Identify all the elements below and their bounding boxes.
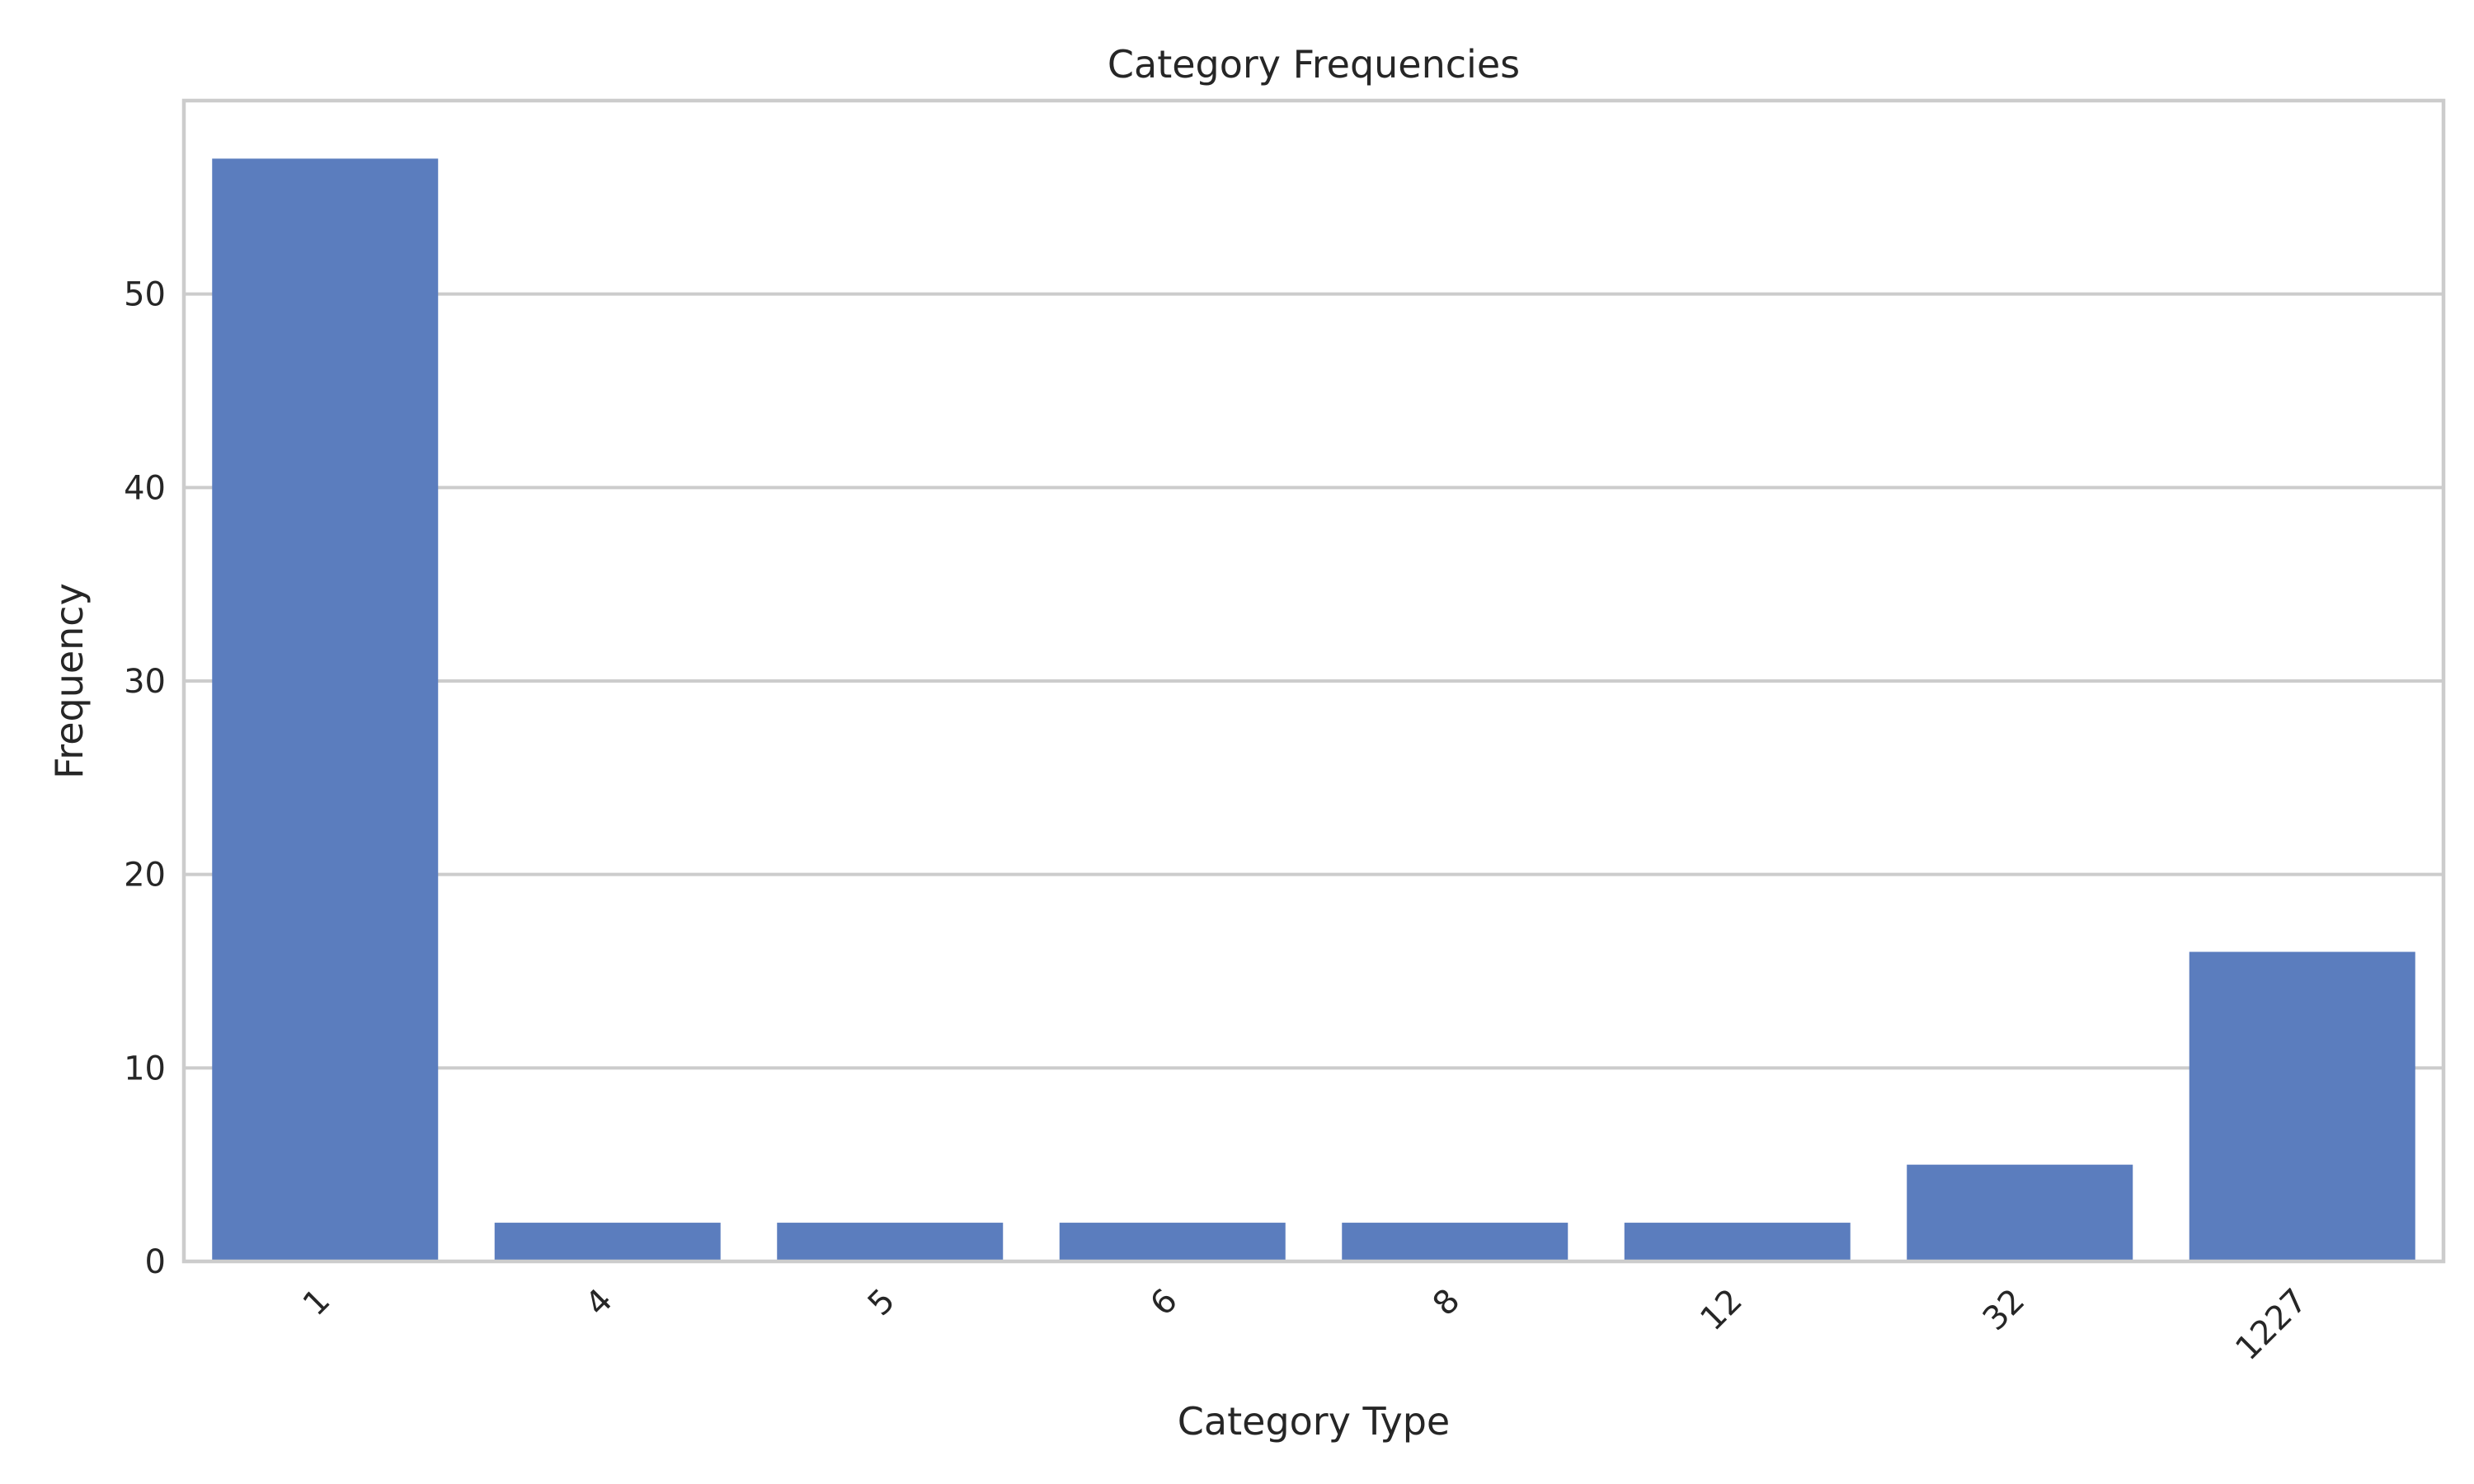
y-tick-label: 0: [145, 1243, 166, 1281]
bar-6: [1059, 1223, 1286, 1261]
bar-4: [494, 1223, 721, 1261]
bar-32: [1907, 1164, 2133, 1261]
y-axis-ticks: 0 10 20 30 40 50: [124, 276, 166, 1281]
bar-8: [1342, 1223, 1569, 1261]
bar-5: [777, 1223, 1004, 1261]
y-tick-label: 20: [124, 857, 166, 895]
gridlines: [184, 292, 2443, 1070]
bar-1: [212, 158, 439, 1261]
x-axis-label: Category Type: [1178, 1399, 1450, 1444]
bar-1227: [2189, 951, 2415, 1261]
bars: [212, 158, 2415, 1261]
y-tick-label: 50: [124, 276, 166, 314]
y-axis-label: Frequency: [47, 583, 92, 779]
y-tick-label: 10: [124, 1050, 166, 1087]
plot-frame: [181, 98, 2446, 1264]
chart-title: Category Frequencies: [1108, 42, 1520, 87]
bar-12: [1624, 1223, 1851, 1261]
y-tick-label: 40: [124, 469, 166, 507]
y-tick-label: 30: [124, 663, 166, 701]
